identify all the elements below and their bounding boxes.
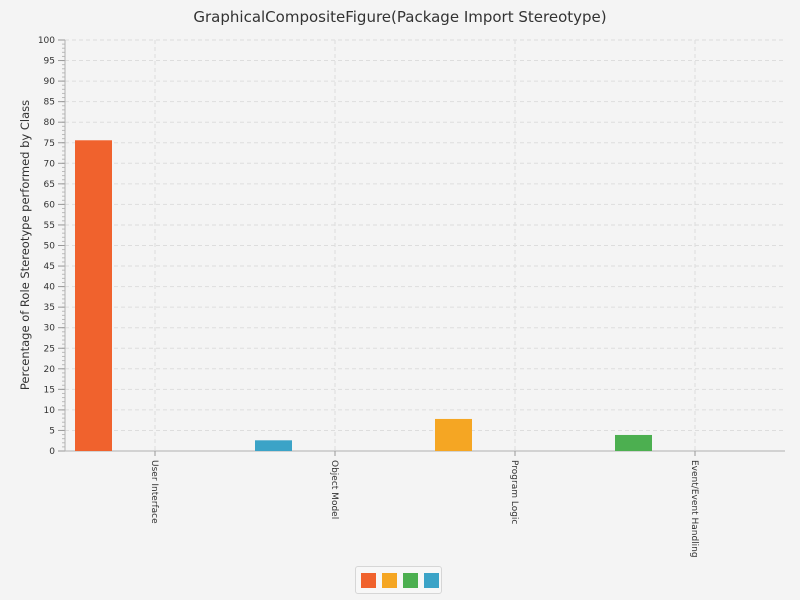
bar [255,440,292,451]
y-tick-label: 90 [44,77,56,87]
y-tick-label: 35 [44,303,55,313]
bar [435,418,472,451]
y-tick-label: 10 [44,406,56,416]
x-category-label: Object Model [329,460,339,519]
y-tick-label: 50 [44,242,56,252]
y-tick-label: 60 [44,200,56,210]
chart-title: GraphicalCompositeFigure(Package Import … [193,8,606,26]
y-tick-label: 40 [44,283,56,293]
y-tick-label: 95 [44,57,55,67]
gridlines [65,39,785,452]
legend-swatch [403,573,418,588]
y-tick-label: 45 [44,262,55,272]
axes [58,39,785,456]
y-tick-label: 85 [44,98,55,108]
y-tick-label: 0 [49,447,55,457]
y-tick-label: 20 [44,365,56,375]
bars [75,140,652,451]
x-category-label: Event/Event Handling [689,460,699,558]
legend-swatch [424,573,439,588]
legend [355,566,442,594]
bar [75,140,112,451]
y-tick-label: 80 [44,118,56,128]
y-tick-label: 15 [44,385,55,395]
x-category-label: User Interface [149,460,159,524]
x-category-label: Program Logic [509,460,519,524]
legend-swatch [361,573,376,588]
tick-labels: 0 5 10 15 20 25 30 35 40 45 50 55 60 65 70 75 80 85 90 95 10… [38,36,699,558]
bar [615,434,652,451]
y-tick-label: 5 [49,426,55,436]
y-tick-label: 70 [44,159,56,169]
y-axis-title: Percentage of Role Stereotype performed … [18,100,32,390]
y-tick-label: 75 [44,139,55,149]
legend-swatch [382,573,397,588]
y-tick-label: 65 [44,180,55,190]
y-tick-label: 30 [44,324,56,334]
y-tick-label: 25 [44,344,55,354]
y-tick-label: 100 [38,36,55,46]
y-tick-label: 55 [44,221,55,231]
